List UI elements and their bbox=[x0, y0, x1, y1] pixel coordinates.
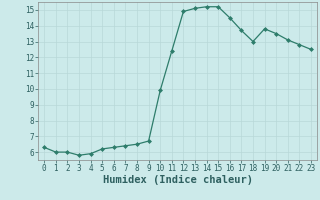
X-axis label: Humidex (Indice chaleur): Humidex (Indice chaleur) bbox=[103, 175, 252, 185]
